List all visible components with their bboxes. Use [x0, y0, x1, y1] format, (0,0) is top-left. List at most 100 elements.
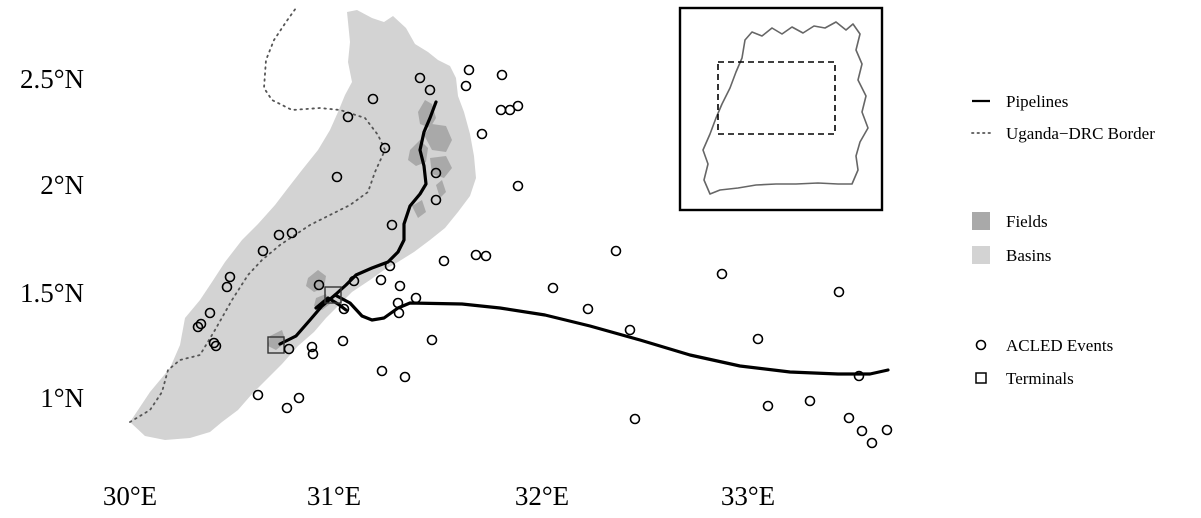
acled-event-marker	[716, 268, 728, 280]
acled-event-marker	[286, 227, 298, 239]
acled-event-marker	[512, 180, 524, 192]
acled-event-marker	[375, 274, 387, 286]
acled-event-marker	[337, 335, 349, 347]
acled-event-marker	[480, 250, 492, 262]
legend-fields-label: Fields	[1006, 212, 1048, 231]
y-tick-label: 2°N	[40, 170, 84, 200]
acled-event-marker	[414, 72, 426, 84]
acled-event-marker	[752, 333, 764, 345]
acled-event-marker	[438, 255, 450, 267]
acled-event-marker	[582, 303, 594, 315]
basins-layer	[130, 10, 476, 440]
acled-event-marker	[866, 437, 878, 449]
acled-event-marker	[853, 370, 865, 382]
acled-event-marker	[306, 341, 318, 353]
acled-event-marker	[208, 337, 220, 349]
acled-event-marker	[426, 334, 438, 346]
basin-area	[130, 10, 476, 440]
acled-event-marker	[881, 424, 893, 436]
acled-event-marker	[384, 260, 396, 272]
acled-event-marker	[504, 104, 516, 116]
acled-event-marker	[610, 245, 622, 257]
acled-event-marker	[833, 286, 845, 298]
acled-event-marker	[379, 142, 391, 154]
terminal-marker	[267, 336, 285, 354]
basin-patch	[272, 300, 293, 336]
legend-events-swatch	[975, 339, 987, 351]
acled-event-marker	[192, 321, 204, 333]
y-axis: 2.5°N 2°N 1.5°N 1°N	[20, 64, 84, 413]
acled-event-marker	[210, 340, 222, 352]
acled-event-marker	[843, 412, 855, 424]
legend-pipelines-label: Pipelines	[1006, 92, 1068, 111]
acled-event-marker	[257, 245, 269, 257]
acled-event-marker	[293, 392, 305, 404]
uganda-outline	[702, 21, 869, 195]
acled-event-marker	[470, 249, 482, 261]
x-tick-label: 32°E	[515, 481, 569, 511]
y-tick-label: 1°N	[40, 383, 84, 413]
acled-event-marker	[410, 292, 422, 304]
inset-map	[678, 6, 884, 212]
legend-border-label: Uganda−DRC Border	[1006, 124, 1155, 143]
pipeline-north	[333, 100, 438, 297]
legend-terminals-swatch	[975, 372, 987, 384]
acled-event-marker	[376, 365, 388, 377]
acled-event-marker	[393, 307, 405, 319]
field-4	[430, 156, 452, 178]
acled-event-marker	[430, 167, 442, 179]
acled-event-marker	[804, 395, 816, 407]
acled-event-marker	[273, 229, 285, 241]
acled-event-marker	[386, 219, 398, 231]
acled-event-marker	[856, 425, 868, 437]
acled-event-marker	[348, 275, 360, 287]
acled-event-marker	[424, 84, 436, 96]
acled-event-marker	[281, 402, 293, 414]
study-area-box	[717, 61, 836, 135]
acled-event-marker	[338, 303, 350, 315]
acled-events-layer	[192, 64, 893, 449]
pipeline-spur	[314, 296, 348, 312]
acled-event-marker	[399, 371, 411, 383]
acled-event-marker	[204, 307, 216, 319]
legend-basins-label: Basins	[1006, 246, 1051, 265]
acled-event-marker	[221, 281, 233, 293]
acled-event-marker	[460, 80, 472, 92]
acled-event-marker	[476, 128, 488, 140]
acled-event-marker	[547, 282, 559, 294]
acled-event-marker	[430, 194, 442, 206]
legend-fields-swatch	[972, 212, 990, 230]
y-tick-label: 1.5°N	[20, 278, 84, 308]
acled-event-marker	[283, 343, 295, 355]
acled-event-marker	[195, 318, 207, 330]
acled-event-marker	[252, 389, 264, 401]
acled-event-marker	[224, 271, 236, 283]
x-tick-label: 31°E	[307, 481, 361, 511]
acled-event-marker	[496, 69, 508, 81]
legend-terminals-label: Terminals	[1006, 369, 1074, 388]
x-tick-label: 30°E	[103, 481, 157, 511]
terminal-marker	[324, 286, 342, 304]
legend-events-label: ACLED Events	[1006, 336, 1113, 355]
pipeline-main-east	[333, 293, 890, 376]
field-2	[424, 124, 452, 152]
x-tick-label: 33°E	[721, 481, 775, 511]
x-axis: 30°E 31°E 32°E 33°E	[103, 481, 775, 511]
legend-basins-swatch	[972, 246, 990, 264]
acled-event-marker	[392, 297, 404, 309]
field-1	[418, 100, 436, 128]
acled-event-marker	[331, 171, 343, 183]
acled-event-marker	[307, 348, 319, 360]
acled-event-marker	[495, 104, 507, 116]
inset-frame	[678, 6, 884, 212]
acled-event-marker	[394, 280, 406, 292]
acled-event-marker	[313, 279, 325, 291]
y-tick-label: 2.5°N	[20, 64, 84, 94]
acled-event-marker	[624, 324, 636, 336]
field-5	[436, 180, 446, 198]
acled-event-marker	[367, 93, 379, 105]
acled-event-marker	[342, 111, 354, 123]
acled-event-marker	[463, 64, 475, 76]
terminals-layer	[267, 286, 342, 354]
